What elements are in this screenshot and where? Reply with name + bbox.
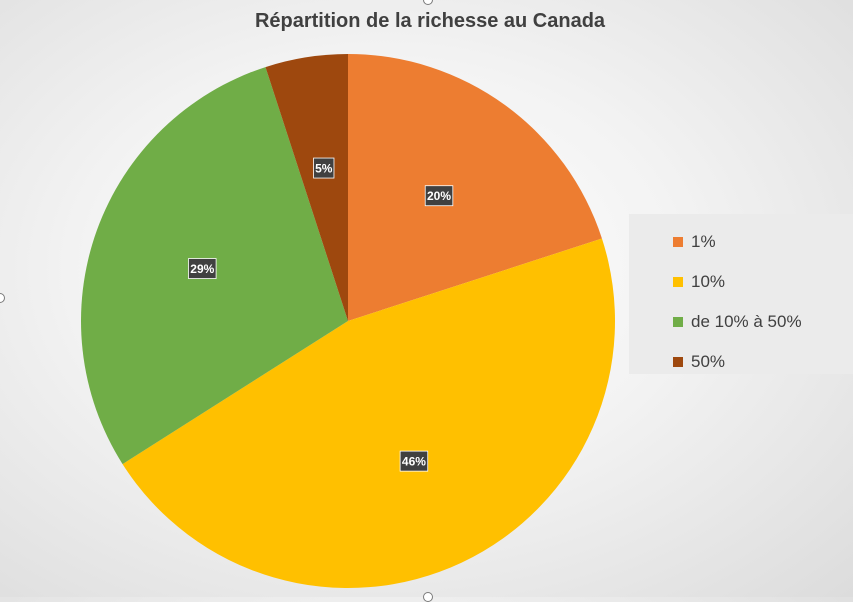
resize-handle-bottom[interactable] (423, 592, 433, 602)
slice-10pct[interactable] (122, 238, 615, 588)
legend-swatch (673, 317, 683, 327)
legend-swatch (673, 357, 683, 367)
slice-50pct[interactable] (265, 54, 348, 321)
chart-title: Répartition de la richesse au Canada (254, 10, 606, 32)
legend-item-10-to-50pct: de 10% à 50% (673, 302, 853, 342)
legend-item-1pct: 1% (673, 222, 853, 262)
legend-item-50pct: 50% (673, 342, 853, 382)
legend-swatch (673, 237, 683, 247)
data-label-10pct: 46% (399, 450, 429, 472)
data-label-box (188, 258, 217, 279)
legend-label: de 10% à 50% (691, 312, 802, 331)
data-label-text: 29% (190, 262, 214, 276)
legend-label: 50% (691, 352, 726, 371)
data-label-50pct: 5% (313, 157, 335, 179)
data-label-10-to-50pct: 29% (188, 258, 217, 279)
legend-item-10pct: 10% (673, 262, 853, 302)
data-label-text: 20% (427, 189, 451, 203)
data-label-1pct: 20% (424, 185, 454, 207)
data-label-text: 5% (315, 162, 333, 176)
data-label-box (399, 450, 429, 472)
data-label-box (313, 157, 335, 179)
legend-label: 1% (691, 232, 716, 251)
slice-1pct[interactable] (348, 54, 602, 321)
data-label-text: 46% (402, 455, 426, 469)
legend-swatch (673, 277, 683, 287)
data-label-box (424, 185, 454, 207)
legend-label: 10% (691, 272, 726, 291)
legend: 1% 10% de 10% à 50% 50% (629, 214, 853, 374)
